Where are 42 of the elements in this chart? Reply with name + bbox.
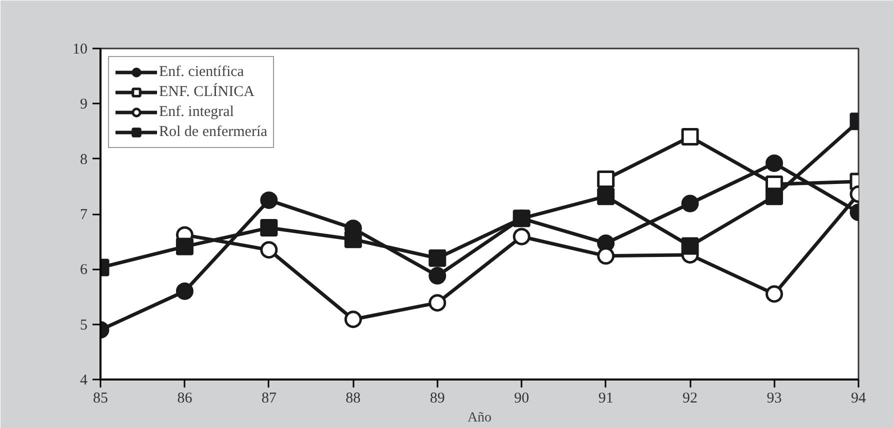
point	[260, 219, 278, 237]
y-tick-label: 10	[72, 42, 88, 58]
legend-label: Enf. integral	[159, 104, 234, 120]
point	[766, 285, 784, 303]
legend-label: ENF. CLÍNICA	[159, 84, 254, 100]
point	[344, 310, 362, 328]
x-tick-label: 86	[177, 390, 193, 406]
y-tick-label: 7	[80, 207, 88, 223]
point	[766, 154, 784, 172]
point	[428, 267, 446, 285]
point	[176, 238, 194, 256]
point	[681, 237, 699, 255]
point	[597, 188, 615, 206]
x-tick-label: 92	[682, 390, 698, 406]
y-tick-label: 5	[80, 317, 88, 334]
x-tick-label: 89	[430, 390, 445, 406]
x-tick-label: 90	[514, 390, 530, 406]
y-tick-label: 8	[80, 152, 88, 168]
point	[681, 128, 699, 146]
point	[176, 282, 194, 300]
legend-label: Enf. científica	[159, 64, 244, 80]
legend-label: Rol de enfermería	[159, 124, 268, 140]
x-tick-label: 93	[766, 390, 782, 406]
x-tick-label: 94	[851, 390, 866, 406]
y-tick-label: 4	[80, 372, 88, 388]
point	[681, 194, 699, 212]
x-tick-label: 87	[261, 390, 277, 406]
x-tick-label: 88	[346, 390, 361, 406]
point	[260, 191, 278, 209]
y-tick-label: 6	[80, 262, 88, 278]
x-axis-title: Año	[467, 410, 492, 426]
point	[428, 294, 446, 312]
point	[512, 228, 530, 246]
x-tick-label: 91	[598, 390, 614, 406]
x-tick-label: 85	[93, 390, 108, 406]
point	[344, 230, 362, 248]
point	[766, 188, 784, 206]
point	[597, 170, 615, 188]
point	[428, 249, 446, 267]
y-tick-label: 9	[80, 96, 88, 113]
point	[512, 210, 530, 228]
point	[260, 241, 278, 259]
